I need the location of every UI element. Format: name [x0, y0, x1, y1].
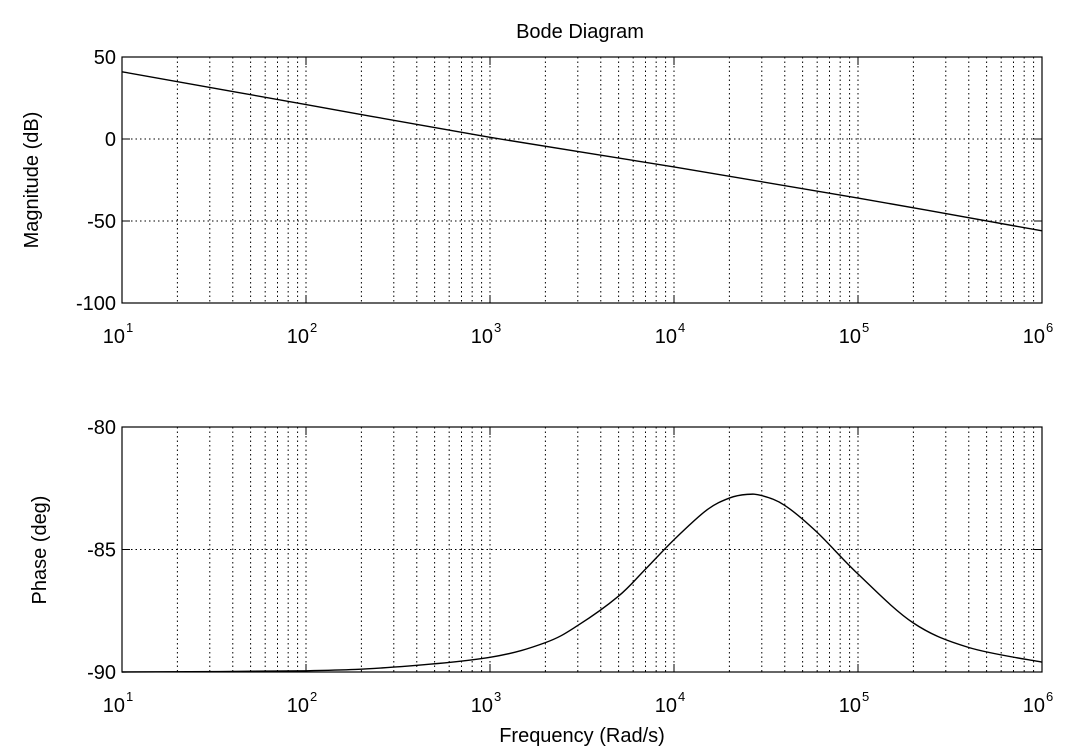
magnitude-x-tick-label: 101	[103, 320, 133, 348]
phase-panel: -90 -85 -80 101 102 103 104 105 106 Phase (deg)	[29, 417, 1053, 717]
phase-y-ticks: -90 -85 -80	[87, 417, 1042, 684]
chart-title: Bode Diagram	[516, 21, 644, 43]
magnitude-y-tick-label: -50	[87, 211, 116, 233]
magnitude-plot-frame	[121, 56, 1043, 304]
phase-grid	[122, 427, 1042, 672]
phase-x-tick-label: 106	[1023, 689, 1053, 717]
phase-series-group	[121, 493, 1043, 673]
magnitude-y-axis-label: Magnitude (dB)	[21, 112, 43, 249]
magnitude-x-tick-label: 103	[471, 320, 501, 348]
phase-y-axis-label: Phase (deg)	[29, 496, 51, 605]
phase-x-tick-label: 105	[839, 689, 869, 717]
magnitude-y-tick-label: 50	[94, 47, 116, 69]
magnitude-y-tick-label: -100	[76, 293, 116, 315]
magnitude-grid	[122, 57, 1042, 303]
x-axis-label: Frequency (Rad/s)	[499, 725, 665, 747]
phase-series-line	[121, 493, 1043, 673]
phase-x-tick-label: 104	[655, 689, 685, 717]
phase-x-tick-label: 102	[287, 689, 317, 717]
magnitude-x-tick-label: 105	[839, 320, 869, 348]
magnitude-series-line	[121, 71, 1043, 232]
magnitude-x-tick-label: 102	[287, 320, 317, 348]
phase-y-tick-label: -85	[87, 540, 116, 562]
magnitude-series-group	[121, 71, 1043, 232]
magnitude-x-tick-label: 104	[655, 320, 685, 348]
phase-x-tick-label: 103	[471, 689, 501, 717]
magnitude-y-ticks: -100 -50 0 50	[76, 47, 1042, 315]
magnitude-y-tick-label: 0	[105, 129, 116, 151]
magnitude-panel: -100 -50 0 50 101 102 103 104 105 106 Magnitude …	[21, 47, 1053, 348]
phase-x-tick-label: 101	[103, 689, 133, 717]
magnitude-x-tick-label: 106	[1023, 320, 1053, 348]
phase-y-tick-label: -90	[87, 662, 116, 684]
phase-y-tick-label: -80	[87, 417, 116, 439]
